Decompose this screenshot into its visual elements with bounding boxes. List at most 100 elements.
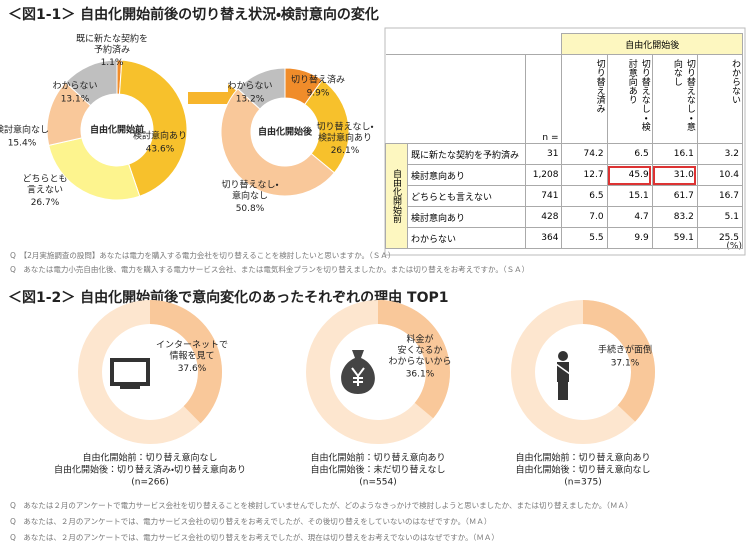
- table-cell: n =: [525, 54, 563, 144]
- figure-title: ＜図1-1＞ 自由化開始前後の切り替え状況・検討意向の変化: [8, 6, 379, 23]
- slice-label: 検討意向あり: [133, 130, 187, 142]
- table-cell: 1,208: [525, 164, 563, 186]
- donut-note: (n=375): [564, 478, 601, 488]
- slice-value: 13.1%: [61, 95, 90, 105]
- table-row: どちらとも言えない 741 6.5 15.1 61.7 16.7: [386, 185, 744, 207]
- slice-value: 15.4%: [8, 139, 37, 149]
- slice-value: 50.8%: [236, 204, 265, 214]
- icon-sash: [555, 363, 571, 375]
- table-cell: 5.1: [696, 206, 744, 228]
- figure-title: ＜図1-2＞ 自由化開始前後で意向変化のあったそれぞれの理由 TOP1: [8, 289, 449, 306]
- table-cell: 6.5: [606, 143, 653, 165]
- pie-center-label: 自由化開始後: [258, 126, 313, 138]
- slice-value: 13.2%: [236, 95, 265, 105]
- table-row: 自由化開始前 既に新たな契約を予約済み 31 74.2 6.5 16.1 3.2: [384, 143, 744, 249]
- table-cell: 364: [525, 227, 563, 249]
- cross-table: 自由化開始後 n = 切り替え済み 切り替えなし・検討意向あり 切り替えなし・意向なしわ…: [384, 33, 744, 249]
- donut-note: (n=266): [131, 478, 168, 488]
- table-cell: 16.7: [696, 185, 744, 207]
- slice-label: 切り替え済み: [291, 74, 345, 86]
- question-note: Q 【2月実施調査の設問】あなたは電力を購入する電力会社を切り替えることを検討し…: [10, 250, 395, 260]
- icon-monitor: [110, 358, 150, 386]
- question-note: Q あなたは、２月のアンケートでは、電力サービス会社の切り替えをお考えでしたが、…: [10, 516, 491, 526]
- table-cell: 6.5: [561, 185, 608, 207]
- table-cell: 3.2: [696, 143, 744, 165]
- table-cell: 15.1: [606, 185, 653, 207]
- pie-slice: [118, 59, 188, 197]
- donut-note: 自由化開始後：切り替え済み・切り替え意向あり: [54, 464, 246, 476]
- table-cell: 16.1: [651, 143, 698, 165]
- slice-value: 9.9%: [307, 89, 330, 99]
- table-cell: 既に新たな契約を予約済み: [407, 143, 527, 165]
- donut-note: 自由化開始前：切り替え意向あり: [515, 452, 650, 464]
- slice-value: 1.1%: [101, 58, 124, 68]
- table-cell: 検討意向あり: [407, 206, 527, 228]
- icon-bag: [341, 350, 375, 394]
- table-cell: 4.7: [606, 206, 653, 228]
- table-cell: 428: [525, 206, 563, 228]
- table-cell: 切り替えなし・意向なし: [651, 54, 698, 144]
- table-cell: 9.9: [606, 227, 653, 249]
- donut-note: 自由化開始前：切り替え意向あり: [310, 452, 445, 464]
- donut-note: 自由化開始後：切り替え意向なし: [515, 464, 650, 476]
- table-cell: 25.5: [696, 227, 744, 249]
- question-note: Q あなたは、２月のアンケートでは、電力サービス会社の切り替えをお考えでしたが、…: [10, 532, 499, 542]
- reason-label: インターネットで情報を見て: [156, 339, 228, 361]
- reason-label: 料金が安くなるかわからないから: [388, 333, 451, 367]
- table-cell: [385, 54, 527, 144]
- table-cell: わからない: [696, 54, 744, 144]
- slice-label: わからない: [52, 81, 97, 92]
- table-cell: 741: [525, 185, 563, 207]
- table-cell: 自由化開始前: [384, 143, 409, 249]
- table-cell: 83.2: [651, 206, 698, 228]
- pie-slice: [64, 59, 118, 107]
- reason-value: 36.1%: [406, 370, 435, 380]
- slice-value: 26.1%: [331, 146, 360, 156]
- table-cell: 切り替え済み: [561, 54, 608, 144]
- table-row: わからない 364 5.5 9.9 59.1 25.5: [386, 227, 744, 249]
- slice-label: わからない: [227, 81, 272, 92]
- icon-yen: [351, 367, 365, 386]
- donut-note: 自由化開始後：未だ切り替えなし: [310, 464, 445, 476]
- donut-segment: [583, 300, 656, 422]
- question-note: Q あなたは２月のアンケートで電力サービス会社を切り替えることを検討していません…: [10, 500, 633, 510]
- donut-segment: [150, 300, 223, 424]
- reason-value: 37.6%: [178, 364, 207, 374]
- question-note: Q あなたは電力小売自由化後、電力を購入する電力サービス会社、または電気料金プラ…: [10, 264, 529, 274]
- slice-value: 43.6%: [146, 145, 175, 155]
- slice-value: 26.7%: [31, 198, 60, 208]
- table-frame: [384, 27, 746, 256]
- table-cell: 自由化開始後: [561, 33, 743, 55]
- table-row: 自由化開始後: [385, 33, 743, 55]
- table-cell: 59.1: [651, 227, 698, 249]
- table-cell: 切り替えなし・検討意向あり: [606, 54, 653, 144]
- table-cell: 7.0: [561, 206, 608, 228]
- table-cell: 45.9: [606, 164, 653, 186]
- slice-label: 切り替えなし・検討意向あり: [316, 120, 373, 143]
- table-cell: どちらとも言えない: [407, 185, 527, 207]
- slice-label: どちらとも言えない: [22, 173, 67, 195]
- donut-note: (n=554): [359, 478, 396, 488]
- table-cell: 5.5: [561, 227, 608, 249]
- pie-center-label: 自由化開始前: [90, 124, 144, 136]
- slice-label: 検討意向なし: [0, 124, 49, 136]
- table-cell: 10.4: [696, 164, 744, 186]
- table-row: 検討意向あり 428 7.0 4.7 83.2 5.1: [386, 206, 744, 228]
- reason-value: 37.1%: [611, 359, 640, 369]
- slice-label: 既に新たな契約を予約済み: [76, 32, 148, 55]
- table-cell: わからない: [407, 227, 527, 249]
- table-cell: 検討意向あり: [407, 164, 527, 186]
- table-row: n = 切り替え済み 切り替えなし・検討意向あり 切り替えなし・意向なし わからない: [385, 54, 744, 144]
- table-cell: 31.0: [651, 164, 698, 186]
- slice-label: 切り替えなし・意向なし: [221, 178, 278, 201]
- table-cell: 61.7: [651, 185, 698, 207]
- table-cell: 12.7: [561, 164, 608, 186]
- donut-segment: [378, 300, 450, 419]
- table-cell: 31: [525, 143, 563, 165]
- icon-monitor-stand: [120, 386, 140, 389]
- table-row: 検討意向あり 1,208 12.7 45.9 31.0 10.4: [386, 164, 744, 186]
- table-cell: [385, 33, 563, 55]
- table-cell: 74.2: [561, 143, 608, 165]
- pie-slice: [220, 88, 336, 197]
